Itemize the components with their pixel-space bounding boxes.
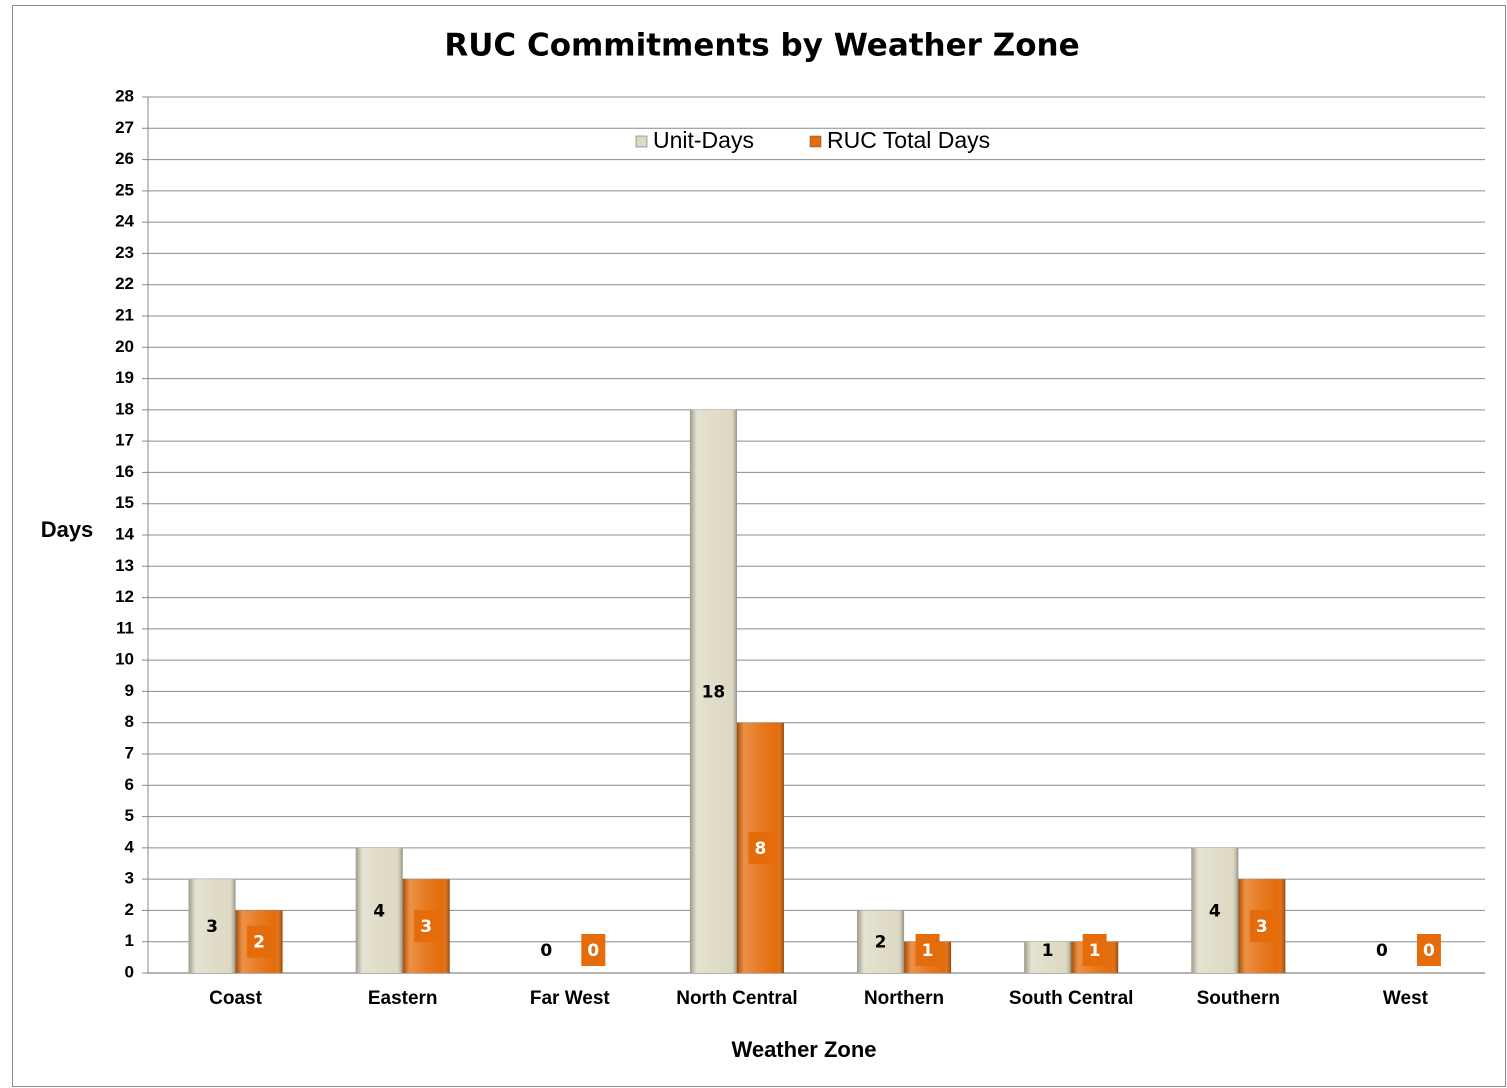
x-tick-label: South Central [1009, 988, 1134, 1009]
y-tick-label: 1 [125, 931, 134, 950]
bar-shade [1191, 847, 1239, 973]
data-label-box [748, 831, 773, 864]
y-tick-label: 12 [115, 587, 134, 606]
data-label: 1 [922, 941, 934, 961]
data-label-box [1249, 910, 1274, 943]
y-tick-label: 27 [115, 118, 134, 137]
x-axis-title: Weather Zone [731, 1037, 876, 1062]
data-label: 8 [755, 839, 767, 859]
y-tick-label: 20 [115, 337, 134, 356]
data-label: 4 [373, 901, 385, 921]
y-tick-label: 11 [116, 618, 134, 637]
y-tick-label: 0 [125, 962, 134, 981]
data-label: 0 [587, 941, 599, 961]
data-label: 18 [702, 682, 726, 702]
legend-swatch [809, 135, 822, 148]
y-tick-label: 24 [115, 212, 134, 231]
x-tick-label: North Central [676, 988, 797, 1009]
x-tick-label: Northern [864, 988, 944, 1009]
data-label: 1 [1042, 941, 1054, 961]
legend-label: RUC Total Days [827, 127, 990, 153]
bar-shade [188, 879, 236, 973]
y-tick-label: 9 [125, 681, 134, 700]
data-label: 3 [1256, 917, 1268, 937]
y-tick-label: 2 [125, 900, 134, 919]
legend-swatch [635, 135, 648, 148]
data-label-box [1416, 934, 1441, 966]
y-tick-label: 8 [125, 712, 134, 731]
data-label: 1 [1089, 941, 1101, 961]
data-label: 3 [420, 917, 432, 937]
y-tick-label: 7 [125, 743, 134, 762]
y-tick-label: 22 [115, 274, 134, 293]
y-tick-label: 26 [115, 149, 134, 168]
y-tick-label: 21 [115, 305, 134, 324]
data-label: 3 [206, 917, 218, 937]
y-tick-label: 16 [115, 462, 134, 481]
data-label: 0 [1376, 941, 1388, 961]
y-tick-label: 23 [115, 243, 134, 262]
y-tick-label: 15 [115, 493, 134, 512]
data-label: 2 [875, 933, 887, 953]
y-axis-title: Days [41, 517, 94, 542]
y-tick-label: 25 [115, 180, 134, 199]
y-tick-label: 3 [125, 869, 134, 888]
bar-shade [689, 409, 737, 973]
x-tick-label: Far West [530, 988, 611, 1009]
y-tick-label: 5 [125, 806, 134, 825]
x-tick-label: Coast [209, 988, 262, 1009]
y-tick-label: 17 [115, 431, 134, 450]
data-label-box [915, 934, 940, 966]
x-tick-label: West [1383, 988, 1429, 1009]
data-label-box [1082, 934, 1107, 966]
y-tick-label: 6 [125, 775, 134, 794]
x-tick-label: Southern [1197, 988, 1280, 1009]
bar-shade [857, 910, 905, 973]
y-tick-label: 19 [115, 368, 134, 387]
y-tick-label: 28 [115, 86, 134, 105]
bar-shade [1024, 941, 1072, 973]
chart-title: RUC Commitments by Weather Zone [444, 28, 1079, 64]
y-tick-label: 4 [125, 837, 135, 856]
data-label-box [414, 910, 439, 943]
y-tick-label: 10 [115, 650, 134, 669]
y-tick-label: 18 [115, 399, 134, 418]
data-label: 2 [253, 933, 265, 953]
data-label-box [581, 934, 606, 966]
x-tick-label: Eastern [368, 988, 438, 1009]
data-label: 4 [1209, 901, 1221, 921]
data-label: 0 [1423, 941, 1435, 961]
bar-shade [355, 847, 403, 973]
y-tick-label: 14 [115, 524, 134, 543]
y-tick-label: 13 [115, 556, 134, 575]
data-label-box [247, 925, 272, 958]
legend-label: Unit-Days [653, 127, 754, 153]
data-label: 0 [540, 941, 552, 961]
